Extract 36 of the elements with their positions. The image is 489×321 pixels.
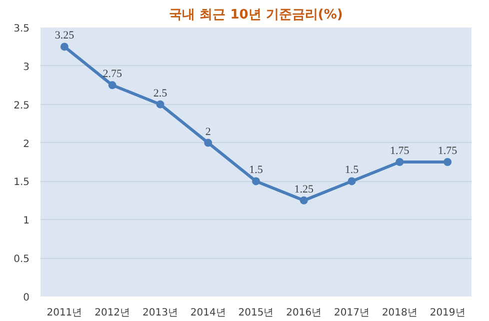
data-label: 2 — [205, 126, 211, 138]
data-label: 1.5 — [344, 164, 360, 176]
y-tick-label: 2 — [23, 138, 30, 150]
y-tick-label: 3 — [23, 62, 30, 73]
data-label: 2.5 — [153, 87, 168, 100]
point — [60, 42, 68, 51]
y-tick-label: 0 — [23, 292, 30, 304]
y-tick-label: 0.5 — [14, 254, 30, 266]
x-tick-label: 2016년 — [286, 308, 322, 318]
x-tick-label: 2019년 — [430, 308, 466, 318]
point — [444, 158, 452, 166]
point — [156, 100, 164, 108]
point — [348, 177, 356, 186]
x-tick-label: 2013년 — [142, 308, 178, 318]
point — [108, 81, 116, 90]
data-label: 3.25 — [54, 30, 75, 42]
y-tick-label: 2.5 — [14, 100, 30, 112]
data-label: 1.75 — [390, 145, 410, 157]
y-tick-label: 3.5 — [14, 24, 30, 34]
y-tick-label: 1 — [23, 216, 30, 227]
data-label: 1.5 — [249, 164, 264, 176]
data-label: 1.25 — [294, 183, 314, 196]
x-tick-label: 2017년 — [334, 308, 370, 318]
point — [300, 196, 308, 204]
x-tick-label: 2014년 — [190, 308, 226, 318]
x-tick-label: 2018년 — [382, 308, 418, 318]
point — [396, 158, 404, 166]
x-tick-label: 2011년 — [46, 308, 82, 318]
data-label: 1.75 — [438, 145, 458, 157]
y-tick-label: 1.5 — [14, 177, 30, 188]
point — [204, 138, 212, 147]
x-tick-label: 2012년 — [94, 308, 130, 318]
data-label: 2.75 — [102, 68, 122, 80]
chart-title: 국내 최근 10년 기준금리(%) — [169, 8, 343, 22]
x-tick-label: 2015년 — [238, 308, 274, 318]
point — [252, 177, 260, 186]
